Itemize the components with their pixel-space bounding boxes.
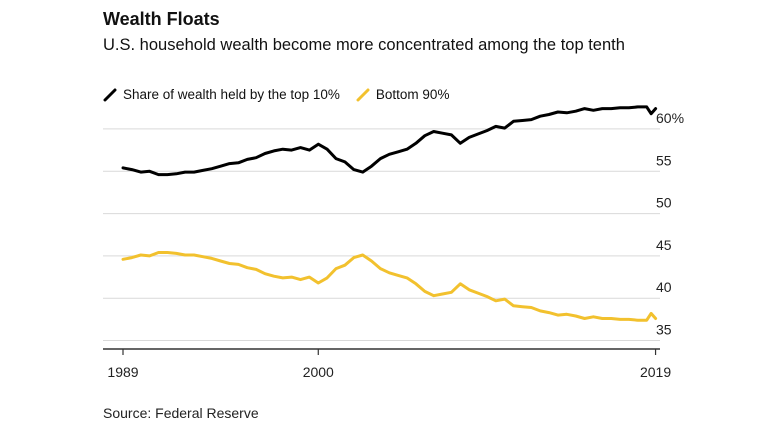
source-note: Source: Federal Reserve: [103, 405, 259, 421]
legend-swatch-top10: [103, 88, 117, 101]
y-tick-label-40: 40: [656, 279, 672, 295]
chart-subtitle: U.S. household wealth become more concen…: [103, 36, 625, 54]
legend-item-top10: Share of wealth held by the top 10%: [103, 87, 340, 102]
series-line-top10: [121, 105, 658, 177]
y-tick-label-45: 45: [656, 237, 672, 253]
y-tick-label-35: 35: [656, 322, 672, 338]
chart-title: Wealth Floats: [103, 9, 220, 29]
x-tick-label-2000: 2000: [303, 364, 334, 380]
y-tick-label-55: 55: [656, 152, 672, 168]
legend-label-bottom90: Bottom 90%: [375, 87, 450, 102]
x-tick-label-1989: 1989: [107, 364, 138, 380]
legend: Share of wealth held by the top 10% Bott…: [103, 87, 465, 102]
series-line-bottom90: [121, 251, 658, 322]
legend-item-bottom90: Bottom 90%: [356, 87, 450, 102]
y-tick-label-60: 60%: [656, 110, 684, 126]
legend-swatch-bottom90: [356, 88, 370, 101]
x-tick-label-2019: 2019: [640, 364, 671, 380]
legend-label-top10: Share of wealth held by the top 10%: [123, 87, 340, 102]
y-tick-label-50: 50: [656, 195, 672, 211]
